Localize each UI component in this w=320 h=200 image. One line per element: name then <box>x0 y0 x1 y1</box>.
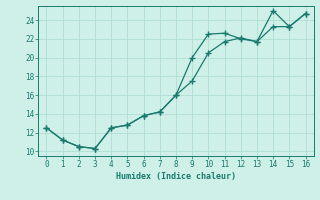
X-axis label: Humidex (Indice chaleur): Humidex (Indice chaleur) <box>116 172 236 181</box>
